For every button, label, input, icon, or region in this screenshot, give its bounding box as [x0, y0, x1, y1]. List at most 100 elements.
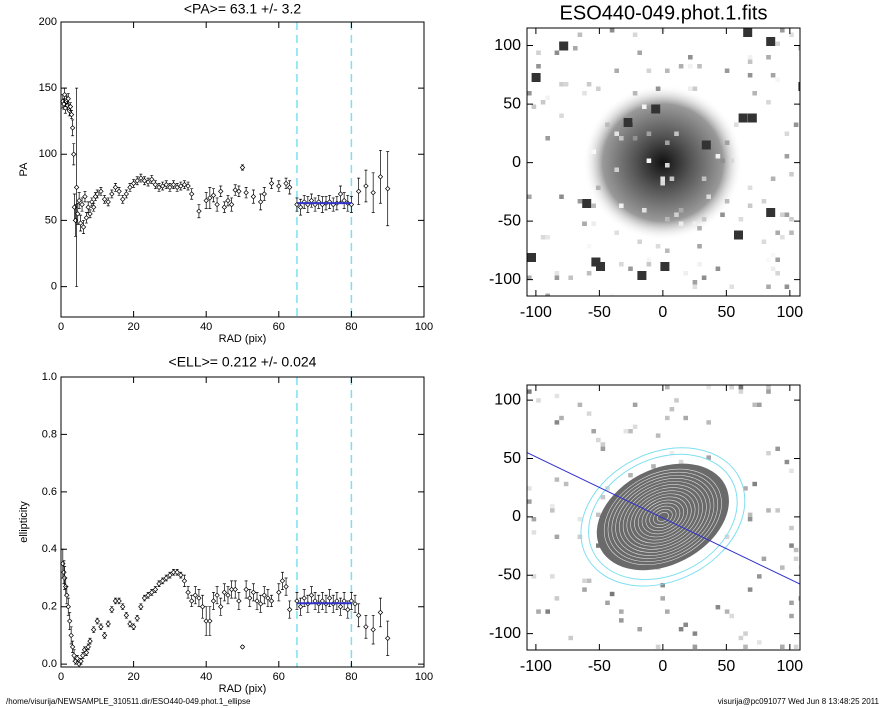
contour: [634, 493, 692, 541]
noise-pixel: [554, 393, 560, 399]
data-point: [65, 96, 71, 102]
data-point: [116, 598, 122, 604]
noise-pixel: [527, 486, 532, 491]
noise-pixel: [697, 64, 702, 69]
data-point: [236, 598, 242, 604]
data-point: [363, 624, 369, 630]
noise-pixel: [766, 100, 771, 105]
noise-pixel: [724, 199, 730, 204]
x-tick-label: 0: [658, 304, 667, 321]
data-point: [163, 182, 169, 188]
noise-pixel: [706, 385, 711, 390]
data-point: [123, 191, 130, 197]
data-point: [276, 183, 282, 189]
noise-pixel: [724, 140, 730, 145]
data-point: [82, 193, 88, 200]
data-point: [214, 592, 220, 598]
noise-pixel: [619, 618, 624, 623]
data-point: [67, 103, 74, 110]
noise-pixel: [747, 587, 753, 592]
noise-pixel: [784, 459, 790, 465]
x-tick-label: 0: [658, 658, 667, 675]
y-tick-label: -50: [498, 567, 521, 584]
y-tick-label: 100: [39, 148, 57, 160]
data-point: [156, 581, 162, 587]
noise-pixel: [554, 50, 560, 55]
noise-pixel: [527, 275, 532, 280]
data-point: [207, 618, 213, 624]
data-point: [370, 189, 376, 196]
noise-pixel: [619, 203, 624, 208]
data-point: [138, 604, 144, 610]
noise-pixel: [628, 266, 633, 271]
noise-pixel: [701, 140, 711, 150]
noise-pixel: [582, 221, 587, 226]
data-point: [145, 592, 151, 598]
noise-pixel: [646, 131, 652, 136]
y-tick-label: 1.0: [42, 371, 57, 383]
noise-pixel: [596, 262, 605, 271]
data-point: [64, 592, 70, 598]
noise-pixel: [729, 284, 734, 289]
data-point: [279, 578, 286, 584]
noise-pixel: [614, 131, 619, 136]
noise-pixel: [789, 543, 794, 548]
noise-pixel: [596, 185, 601, 190]
noise-pixel: [793, 556, 799, 561]
noise-pixel: [614, 230, 619, 235]
noise-pixel: [761, 199, 767, 204]
noise-pixel: [619, 136, 624, 141]
noise-pixel: [655, 644, 661, 649]
noise-pixel: [586, 244, 592, 249]
data-point: [94, 191, 100, 197]
data-point: [79, 201, 85, 208]
chart-title: ESO440-049.phot.1.fits: [560, 2, 768, 24]
data-point: [355, 612, 362, 619]
data-point: [188, 191, 195, 197]
noise-pixel: [798, 46, 800, 51]
data-point: [185, 183, 191, 189]
noise-pixel: [729, 158, 734, 163]
noise-pixel: [720, 212, 725, 217]
y-tick-label: -50: [498, 212, 521, 229]
noise-pixel: [789, 613, 794, 619]
noise-pixel: [775, 230, 780, 235]
noise-pixel: [563, 82, 569, 87]
data-point: [185, 589, 191, 596]
data-point: [326, 595, 333, 601]
noise-pixel: [720, 158, 725, 163]
noise-pixel: [660, 176, 665, 181]
noise-pixel: [545, 609, 550, 614]
noise-pixel: [784, 131, 790, 136]
data-point: [170, 182, 177, 188]
noise-pixel: [527, 194, 532, 199]
noise-pixel: [531, 574, 537, 579]
noise-pixel: [789, 172, 794, 177]
noise-pixel: [688, 64, 693, 69]
noise-pixel: [596, 437, 601, 443]
noise-pixel: [596, 512, 601, 517]
data-point: [221, 204, 228, 210]
noise-pixel: [734, 230, 743, 240]
noise-pixel: [632, 91, 638, 96]
noise-pixel: [586, 271, 592, 276]
noise-pixel: [729, 385, 734, 390]
noise-pixel: [619, 609, 624, 614]
noise-pixel: [743, 486, 748, 491]
data-point: [236, 188, 242, 195]
contour: [607, 471, 719, 562]
noise-pixel: [793, 547, 799, 553]
noise-pixel: [692, 86, 698, 91]
noise-pixel: [784, 154, 790, 159]
noise-pixel: [692, 221, 698, 226]
noise-pixel: [536, 64, 541, 69]
noise-pixel: [692, 644, 698, 649]
noise-pixel: [568, 635, 573, 641]
noise-pixel: [766, 55, 771, 60]
noise-pixel: [738, 113, 748, 123]
noise-pixel: [697, 226, 702, 231]
noise-pixel: [527, 389, 532, 394]
noise-pixel: [605, 600, 610, 605]
data-point: [87, 211, 93, 217]
